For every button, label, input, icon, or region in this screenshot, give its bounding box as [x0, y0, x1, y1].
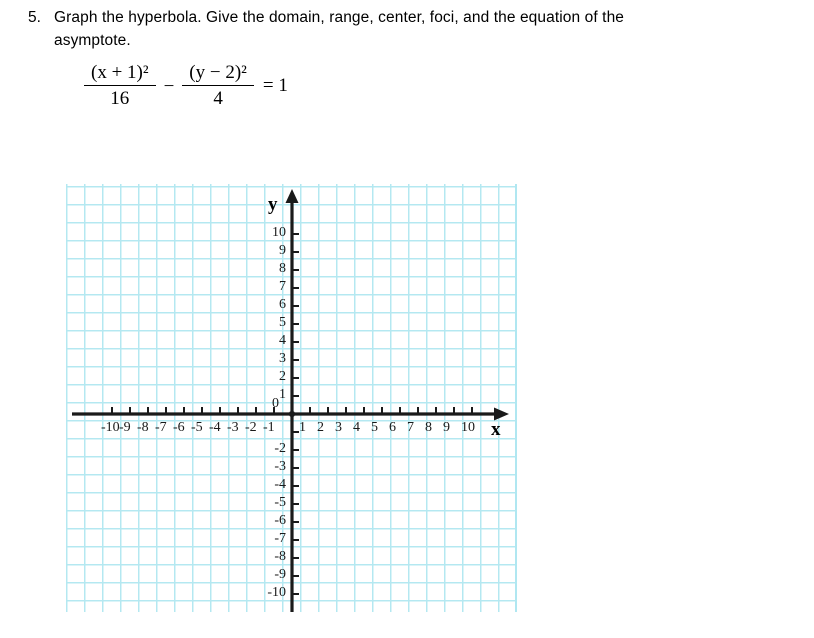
x-tick-label--9: -9: [119, 420, 131, 435]
equation-minus-operator: −: [163, 76, 175, 97]
y-tick-label--3: -3: [274, 459, 286, 474]
y-tick-label-3: 3: [279, 351, 286, 366]
y-tick-label--10: -10: [267, 585, 286, 600]
y-tick-label--4: -4: [274, 477, 286, 492]
x-tick-label--10: -10: [101, 420, 120, 435]
coordinate-graph: -10 -9 -8 -7 -6 -5 -4 -3 -2 -1 1 2 3 4 5 6 7 8 9 10 0 1 2 3 4 5 6 7…: [66, 184, 517, 612]
x-tick-label-4: 4: [353, 420, 360, 435]
y-tick-label--8: -8: [274, 549, 286, 564]
x-axis-ticks: [111, 407, 473, 414]
problem-text-line-2: asymptote.: [54, 32, 131, 49]
x-tick-label--3: -3: [227, 420, 239, 435]
x-tick-label-3: 3: [335, 420, 342, 435]
y-tick-label-8: 8: [279, 261, 286, 276]
x-tick-label-2: 2: [317, 420, 324, 435]
problem-block: 5. Graph the hyperbola. Give the domain,…: [28, 6, 788, 113]
y-tick-label-1: 1: [279, 387, 286, 402]
x-tick-label--8: -8: [137, 420, 149, 435]
fraction-numerator: (y − 2)²: [189, 61, 247, 83]
x-tick-label--4: -4: [209, 420, 221, 435]
x-axis-label: x: [491, 419, 501, 440]
y-tick-label--2: -2: [274, 441, 286, 456]
origin-label: 0: [272, 396, 279, 411]
fraction-denominator: 16: [110, 88, 130, 110]
origin-point: [288, 410, 296, 418]
fraction-numerator: (x + 1)²: [91, 61, 149, 83]
x-tick-label-5: 5: [371, 420, 378, 435]
hyperbola-equation: (x + 1)² 16 − (y − 2)² 4 = 1: [84, 59, 788, 113]
y-tick-label-10: 10: [272, 225, 286, 240]
fraction-bar: [84, 84, 156, 87]
y-tick-label--9: -9: [274, 567, 286, 582]
y-tick-label-5: 5: [279, 315, 286, 330]
x-tick-label-6: 6: [389, 420, 396, 435]
x-tick-label--2: -2: [245, 420, 257, 435]
fraction-second-term: (y − 2)² 4: [182, 62, 254, 111]
x-tick-label-8: 8: [425, 420, 432, 435]
y-tick-label-7: 7: [279, 279, 286, 294]
y-tick-label-2: 2: [279, 369, 286, 384]
fraction-bar: [182, 84, 254, 87]
graph-axes: [72, 189, 509, 612]
graph-grid-right-edge: [515, 184, 517, 612]
y-tick-label--7: -7: [274, 531, 286, 546]
x-axis-arrowhead: [494, 407, 509, 421]
x-tick-label-10: 10: [461, 420, 475, 435]
y-tick-label--6: -6: [274, 513, 286, 528]
x-tick-label--1: -1: [263, 420, 275, 435]
y-axis-ticks: [292, 233, 299, 595]
y-tick-label-4: 4: [279, 333, 286, 348]
y-tick-label-9: 9: [279, 243, 286, 258]
problem-text-line-1: Graph the hyperbola. Give the domain, ra…: [54, 9, 625, 26]
problem-row: 5. Graph the hyperbola. Give the domain,…: [28, 6, 788, 113]
fraction-denominator: 4: [213, 88, 223, 110]
x-tick-label-7: 7: [407, 420, 414, 435]
y-axis-arrowhead: [285, 189, 299, 203]
x-tick-label--5: -5: [191, 420, 203, 435]
problem-number: 5.: [28, 9, 41, 26]
x-tick-label--7: -7: [155, 420, 167, 435]
y-axis-label: y: [268, 194, 278, 215]
x-tick-label-1: 1: [299, 420, 306, 435]
y-tick-label-6: 6: [279, 297, 286, 312]
fraction-first-term: (x + 1)² 16: [84, 62, 156, 111]
x-tick-label--6: -6: [173, 420, 185, 435]
problem-body: Graph the hyperbola. Give the domain, ra…: [54, 6, 788, 113]
x-tick-label-9: 9: [443, 420, 450, 435]
equation-equals-one: = 1: [262, 75, 288, 96]
y-tick-label--5: -5: [274, 495, 286, 510]
